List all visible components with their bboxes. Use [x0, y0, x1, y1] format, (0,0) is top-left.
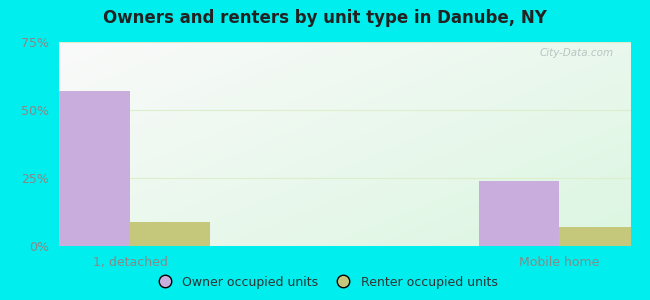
Bar [559, 227, 639, 246]
Bar [50, 91, 130, 246]
Bar [130, 221, 210, 246]
Bar [479, 181, 559, 246]
Text: Owners and renters by unit type in Danube, NY: Owners and renters by unit type in Danub… [103, 9, 547, 27]
Text: City-Data.com: City-Data.com [540, 48, 614, 58]
Legend: Owner occupied units, Renter occupied units: Owner occupied units, Renter occupied un… [148, 271, 502, 294]
